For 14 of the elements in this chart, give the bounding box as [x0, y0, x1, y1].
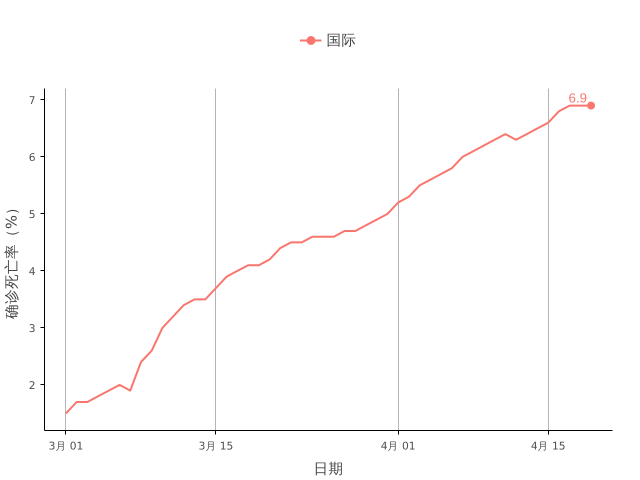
data-label: 6.9: [568, 90, 588, 106]
x-tick-label: 4月 01: [380, 440, 416, 452]
y-tick-label: 6: [28, 150, 36, 164]
x-axis-title: 日期: [314, 460, 344, 478]
y-tick-label: 2: [28, 378, 36, 392]
x-tick-label: 3月 15: [198, 440, 234, 452]
legend-label: 国际: [326, 30, 356, 50]
y-tick-label: 7: [28, 94, 36, 107]
x-tick-label: 3月 01: [48, 440, 84, 452]
y-axis-title: 确诊死亡率（%）: [4, 200, 21, 320]
y-tick-label: 5: [28, 208, 36, 221]
x-tick-label: 4月 15: [530, 440, 566, 452]
y-tick-label: 3: [28, 322, 36, 335]
y-tick-label: 4: [28, 264, 36, 278]
